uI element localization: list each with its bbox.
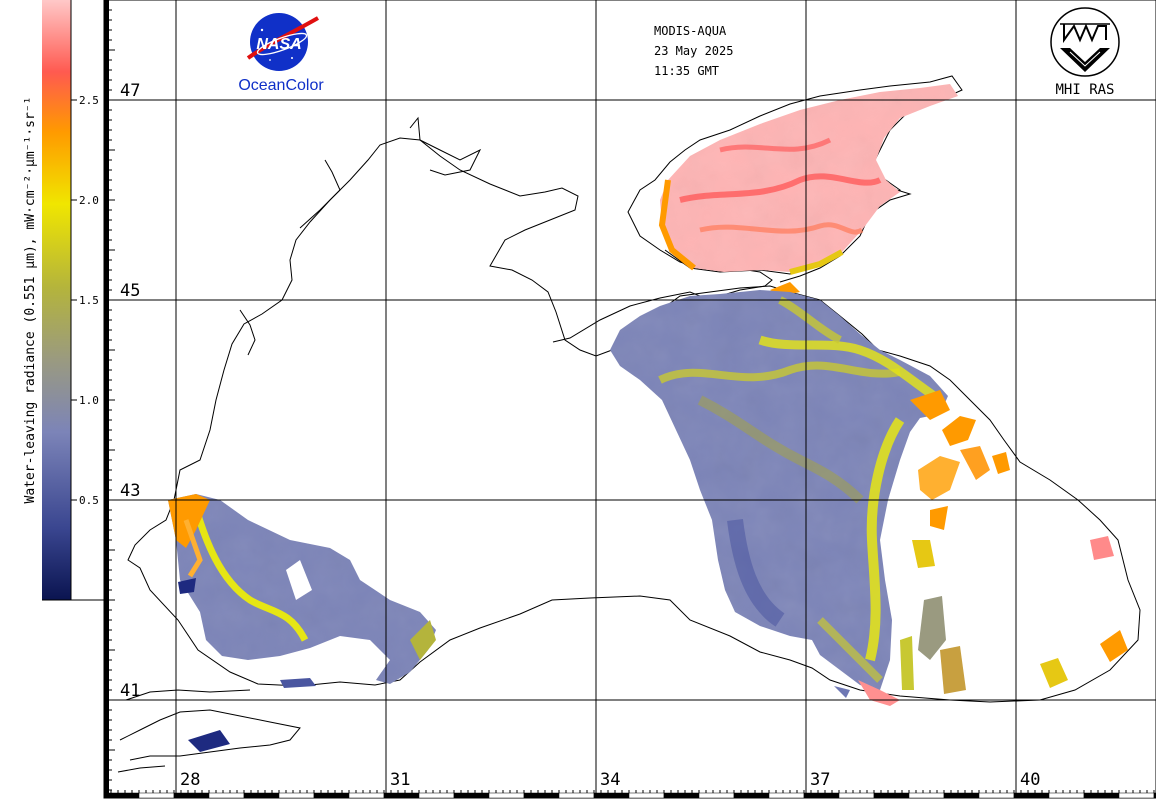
colorbar-tick-label: 1.5: [79, 294, 99, 307]
nasa-oceancolor-logo: NASA OceanColor: [238, 13, 324, 94]
bottom-ruler-segment: [663, 792, 700, 799]
bottom-ruler-segment: [138, 792, 175, 799]
lon-label-31: 31: [390, 770, 410, 790]
bottom-ruler-segment: [733, 792, 770, 799]
colorbar-ticks: 2.5 2.0 1.5 1.0 0.5: [71, 94, 99, 507]
bottom-ruler-segment: [558, 792, 595, 799]
bottom-ruler-segment: [908, 792, 945, 799]
bottom-ruler-segment: [313, 792, 350, 799]
bottom-ruler-segment: [103, 792, 140, 799]
bottom-ruler-segment: [173, 792, 210, 799]
data-layer-caucasus: [900, 416, 1128, 694]
bottom-ruler-segment: [698, 792, 735, 799]
lat-label-43: 43: [120, 481, 140, 501]
bottom-ruler-segment: [453, 792, 490, 799]
bottom-ruler-segment: [1118, 792, 1155, 799]
sensor-name: MODIS-AQUA: [654, 24, 727, 38]
lon-label-28: 28: [180, 770, 200, 790]
nasa-badge-text: NASA: [256, 36, 301, 53]
colorbar-title: Water-leaving radiance (0.551 µm), mW·cm…: [23, 97, 38, 504]
data-layer-azov: [658, 84, 958, 296]
bottom-ruler-segment: [803, 792, 840, 799]
bottom-ruler-segment: [838, 792, 875, 799]
lat-label-41: 41: [120, 681, 140, 701]
bottom-ruler-segment: [943, 792, 980, 799]
bottom-ruler-segment: [1048, 792, 1085, 799]
oceancolor-caption: OceanColor: [238, 77, 324, 94]
mhi-ras-logo: MHI RAS: [1050, 7, 1120, 98]
bottom-ruler-segment: [873, 792, 910, 799]
colorbar-tick-label: 0.5: [79, 494, 99, 507]
map-frame: [103, 0, 1156, 799]
colorbar: 2.5 2.0 1.5 1.0 0.5 Water-leaving radiance (…: [23, 0, 104, 601]
colorbar-tick-label: 2.5: [79, 94, 99, 107]
lon-label-34: 34: [600, 770, 620, 790]
bottom-ruler-segment: [628, 792, 665, 799]
bottom-ruler-segment: [243, 792, 280, 799]
colorbar-tick-label: 1.0: [79, 394, 99, 407]
lat-label-45: 45: [120, 281, 140, 301]
bottom-ruler-segment: [278, 792, 315, 799]
graticule: [104, 0, 1156, 798]
bottom-ruler-segment: [383, 792, 420, 799]
bottom-ruler-segment: [1013, 792, 1050, 799]
bottom-ruler-segment: [1153, 792, 1156, 799]
mhi-ras-caption: MHI RAS: [1055, 82, 1114, 98]
bottom-ruler-segment: [418, 792, 455, 799]
lon-label-40: 40: [1020, 770, 1040, 790]
acquisition-date: 23 May 2025: [654, 44, 733, 58]
header: MODIS-AQUA 23 May 2025 11:35 GMT: [654, 24, 733, 78]
lat-label-47: 47: [120, 81, 140, 101]
data-layer-west: [168, 494, 436, 752]
colorbar-gradient: [42, 0, 71, 600]
mhi-ras-emblem-icon: [1050, 7, 1120, 77]
bottom-ruler-segment: [1083, 792, 1120, 799]
lon-label-37: 37: [810, 770, 830, 790]
bottom-ruler-segment: [348, 792, 385, 799]
acquisition-time: 11:35 GMT: [654, 64, 719, 78]
bottom-ruler-segment: [208, 792, 245, 799]
bottom-ruler-segment: [488, 792, 525, 799]
bottom-ruler-segment: [523, 792, 560, 799]
bottom-ruler-segment: [978, 792, 1015, 799]
data-layer-east: [610, 290, 950, 706]
bottom-ruler-segment: [593, 792, 630, 799]
nasa-meatball-icon: NASA: [246, 13, 319, 71]
bottom-ruler-segment: [768, 792, 805, 799]
colorbar-tick-label: 2.0: [79, 194, 99, 207]
